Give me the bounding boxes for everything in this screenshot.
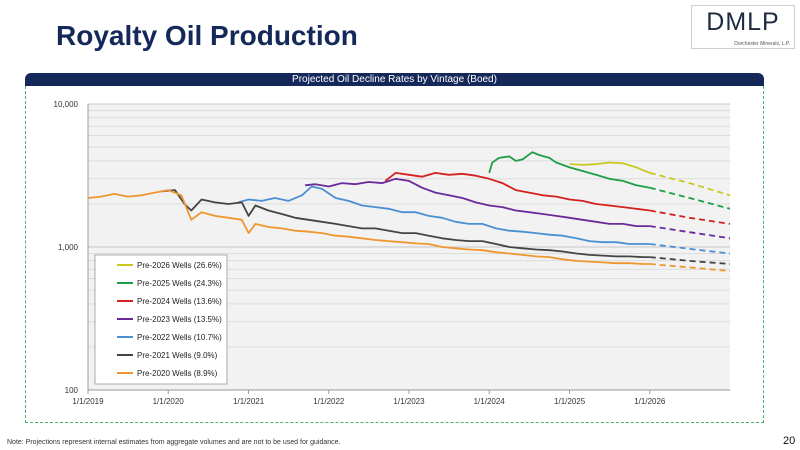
x-tick-label: 1/1/2019 (72, 397, 104, 406)
legend-label: Pre-2022 Wells (10.7%) (137, 333, 222, 342)
x-tick-label: 1/1/2022 (313, 397, 345, 406)
series-line (87, 189, 650, 265)
legend-label: Pre-2024 Wells (13.6%) (137, 297, 222, 306)
chart-title: Projected Oil Decline Rates by Vintage (… (25, 73, 764, 86)
series-projection (649, 209, 731, 225)
legend-label: Pre-2025 Wells (24.3%) (137, 279, 222, 288)
series-line (384, 171, 650, 212)
series-line (238, 185, 650, 245)
series-line (488, 151, 650, 189)
legend-label: Pre-2026 Wells (26.6%) (137, 261, 222, 270)
series-line (161, 189, 650, 259)
x-tick-label: 1/1/2020 (153, 397, 185, 406)
company-logo: DMLP Dorchester Minerals, L.P. (691, 5, 795, 49)
page-title: Royalty Oil Production (56, 20, 358, 51)
y-tick-label: 1,000 (58, 243, 79, 252)
series-line (569, 161, 651, 174)
x-tick-label: 1/1/2025 (554, 397, 586, 406)
series-line (305, 177, 650, 228)
series-projection (649, 172, 731, 197)
logo-subtext: Dorchester Minerals, L.P. (734, 41, 790, 47)
series-projection (649, 263, 731, 272)
legend-label: Pre-2020 Wells (8.9%) (137, 369, 218, 378)
x-tick-label: 1/1/2024 (474, 397, 506, 406)
y-tick-label: 10,000 (54, 100, 79, 109)
legend-label: Pre-2023 Wells (13.5%) (137, 315, 222, 324)
legend-label: Pre-2021 Wells (9.0%) (137, 351, 218, 360)
footnote: Note: Projections represent internal est… (7, 439, 341, 446)
page-number: 20 (783, 435, 796, 447)
series-projection (649, 256, 731, 265)
series-projection (649, 186, 731, 210)
x-tick-label: 1/1/2023 (393, 397, 425, 406)
series-projection (649, 225, 731, 240)
x-tick-label: 1/1/2026 (634, 397, 666, 406)
y-tick-label: 100 (65, 386, 79, 395)
x-tick-label: 1/1/2021 (233, 397, 265, 406)
chart-frame (25, 86, 764, 423)
series-projection (649, 243, 731, 255)
logo-text: DMLP (706, 8, 780, 36)
